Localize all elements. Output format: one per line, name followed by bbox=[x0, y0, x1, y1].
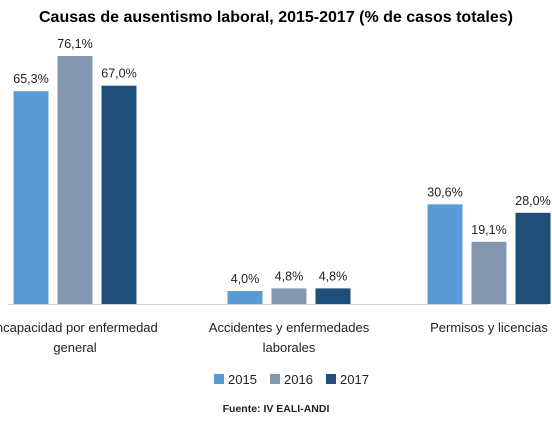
chart-title: Causas de ausentismo laboral, 2015-2017 … bbox=[39, 9, 513, 26]
bar bbox=[515, 212, 551, 304]
data-label: 65,3% bbox=[13, 72, 48, 86]
legend-swatch bbox=[214, 374, 224, 384]
data-label: 28,0% bbox=[515, 194, 550, 208]
data-label: 30,6% bbox=[427, 185, 462, 199]
category-label: Accidentes y enfermedades bbox=[209, 320, 370, 335]
bar bbox=[57, 56, 93, 304]
category-label: Permisos y licencias bbox=[430, 320, 548, 335]
category-label: general bbox=[53, 340, 96, 355]
bar bbox=[427, 204, 463, 304]
data-label: 4,8% bbox=[275, 269, 304, 283]
data-label: 4,8% bbox=[319, 269, 348, 283]
category-label: laborales bbox=[263, 340, 316, 355]
legend-swatch bbox=[326, 374, 336, 384]
bar bbox=[101, 85, 137, 304]
bar bbox=[13, 91, 49, 304]
bar-labels-group: 65,3% 76,1% 67,0% 4,0% 4,8% 4,8% 30,6% 19,1% 28,… bbox=[13, 37, 550, 286]
source-note: Fuente: IV EALI-ANDI bbox=[223, 403, 330, 415]
data-label: 4,0% bbox=[231, 272, 260, 286]
data-label: 19,1% bbox=[471, 223, 506, 237]
data-label: 76,1% bbox=[57, 37, 92, 51]
legend-label: 2015 bbox=[228, 372, 257, 387]
category-labels-group: Incapacidad por enfermedad general Acciden… bbox=[0, 320, 548, 355]
bars-group bbox=[13, 56, 551, 304]
legend-label: 2016 bbox=[284, 372, 313, 387]
legend-swatch bbox=[270, 374, 280, 384]
data-label: 67,0% bbox=[101, 67, 136, 81]
bar bbox=[315, 288, 351, 304]
bar bbox=[471, 241, 507, 304]
category-label: Incapacidad por enfermedad bbox=[0, 320, 158, 335]
legend: 2015 2016 2017 bbox=[214, 372, 369, 387]
bar bbox=[227, 291, 263, 304]
legend-label: 2017 bbox=[340, 372, 369, 387]
bar bbox=[271, 288, 307, 304]
